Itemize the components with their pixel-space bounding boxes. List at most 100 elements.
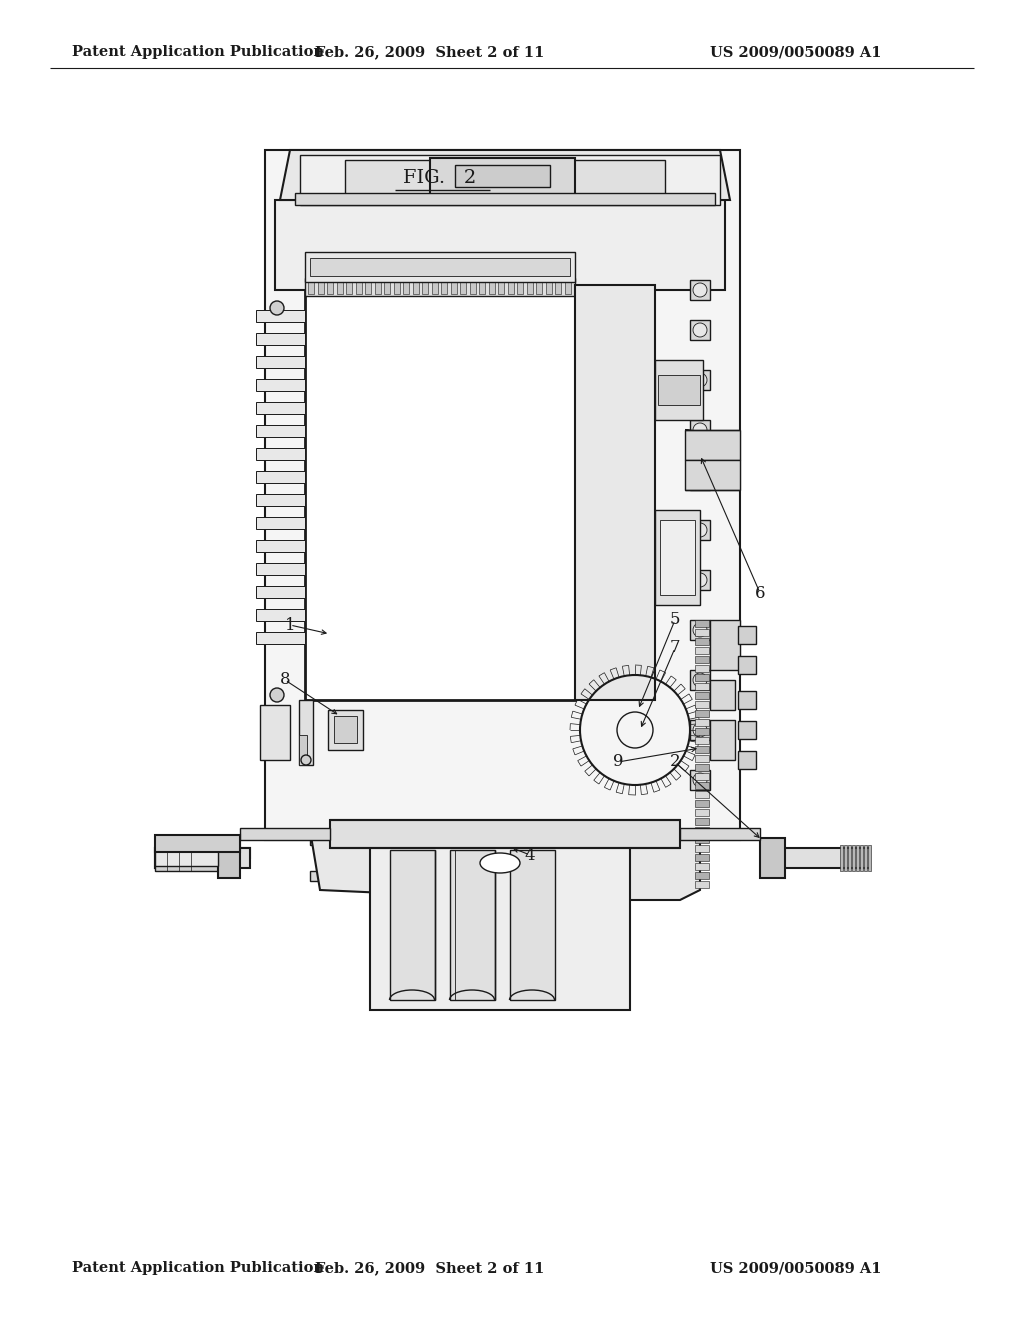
Bar [695, 737, 709, 744]
Bar [695, 630, 709, 636]
Bar [690, 319, 710, 341]
Bar [695, 845, 709, 851]
Bar [346, 282, 352, 294]
Polygon shape [450, 850, 495, 1001]
Bar [265, 150, 740, 840]
Bar [844, 845, 847, 871]
Text: 2: 2 [670, 754, 680, 771]
Bar [848, 845, 851, 871]
Bar [330, 820, 680, 847]
Bar [695, 863, 709, 870]
Bar [690, 280, 710, 300]
Bar [695, 656, 709, 663]
Circle shape [693, 374, 707, 387]
Bar [695, 828, 709, 834]
Text: US 2009/0050089 A1: US 2009/0050089 A1 [710, 1261, 882, 1275]
Bar [695, 701, 709, 708]
Bar [256, 425, 305, 437]
Text: FIG.   2: FIG. 2 [403, 169, 476, 187]
Text: 6: 6 [755, 585, 765, 602]
Bar [738, 626, 756, 644]
Bar [685, 459, 740, 490]
Bar [403, 282, 409, 294]
Bar [275, 201, 725, 290]
Bar [695, 719, 709, 726]
Polygon shape [770, 847, 870, 869]
Bar [655, 510, 700, 605]
Bar [690, 470, 710, 490]
Polygon shape [310, 871, 680, 880]
Bar [469, 282, 475, 294]
Bar [690, 719, 710, 741]
Bar [455, 165, 550, 187]
Bar [690, 370, 710, 389]
Bar [422, 282, 428, 294]
Polygon shape [280, 150, 730, 201]
Text: Patent Application Publication: Patent Application Publication [72, 1261, 324, 1275]
Circle shape [301, 755, 311, 766]
Bar [256, 379, 305, 391]
Bar [308, 282, 314, 294]
Text: Patent Application Publication: Patent Application Publication [72, 45, 324, 59]
Bar [355, 282, 361, 294]
Bar [317, 282, 324, 294]
Bar [384, 282, 390, 294]
Bar [430, 158, 575, 195]
Bar [256, 564, 305, 576]
Bar [295, 193, 715, 205]
Bar [256, 632, 305, 644]
Bar [256, 333, 305, 345]
Bar [300, 154, 720, 205]
Bar [375, 282, 381, 294]
Polygon shape [760, 838, 785, 878]
Bar [508, 282, 513, 294]
Bar [695, 675, 709, 681]
Text: 5: 5 [670, 611, 680, 628]
Circle shape [270, 301, 284, 315]
Bar [256, 310, 305, 322]
Text: 1: 1 [285, 616, 295, 634]
Bar [690, 620, 710, 640]
Polygon shape [370, 840, 630, 1010]
Bar [517, 282, 523, 294]
Bar [695, 755, 709, 762]
Polygon shape [155, 836, 240, 851]
Polygon shape [240, 828, 330, 840]
Bar [690, 420, 710, 440]
Bar [305, 252, 575, 282]
Bar [695, 854, 709, 861]
Bar [345, 160, 455, 195]
Bar [695, 692, 709, 700]
Polygon shape [310, 820, 700, 900]
Bar [840, 845, 843, 871]
Bar [536, 282, 542, 294]
Bar [685, 430, 740, 459]
Bar [256, 494, 305, 506]
Bar [260, 705, 290, 760]
Polygon shape [680, 828, 760, 840]
Bar [256, 517, 305, 529]
Polygon shape [155, 847, 250, 869]
Bar [695, 809, 709, 816]
Bar [695, 800, 709, 807]
Bar [555, 282, 561, 294]
Bar [695, 682, 709, 690]
Polygon shape [155, 863, 228, 871]
Bar [451, 282, 457, 294]
Bar [738, 721, 756, 739]
Bar [860, 845, 863, 871]
Bar [856, 845, 859, 871]
Bar [695, 620, 709, 627]
Bar [256, 356, 305, 368]
Bar [695, 665, 709, 672]
Bar [564, 282, 570, 294]
Bar [695, 764, 709, 771]
Circle shape [693, 282, 707, 297]
Circle shape [693, 323, 707, 337]
Bar [695, 647, 709, 653]
Bar [695, 774, 709, 780]
Bar [256, 447, 305, 459]
Bar [695, 781, 709, 789]
Bar [710, 719, 735, 760]
Bar [690, 671, 710, 690]
